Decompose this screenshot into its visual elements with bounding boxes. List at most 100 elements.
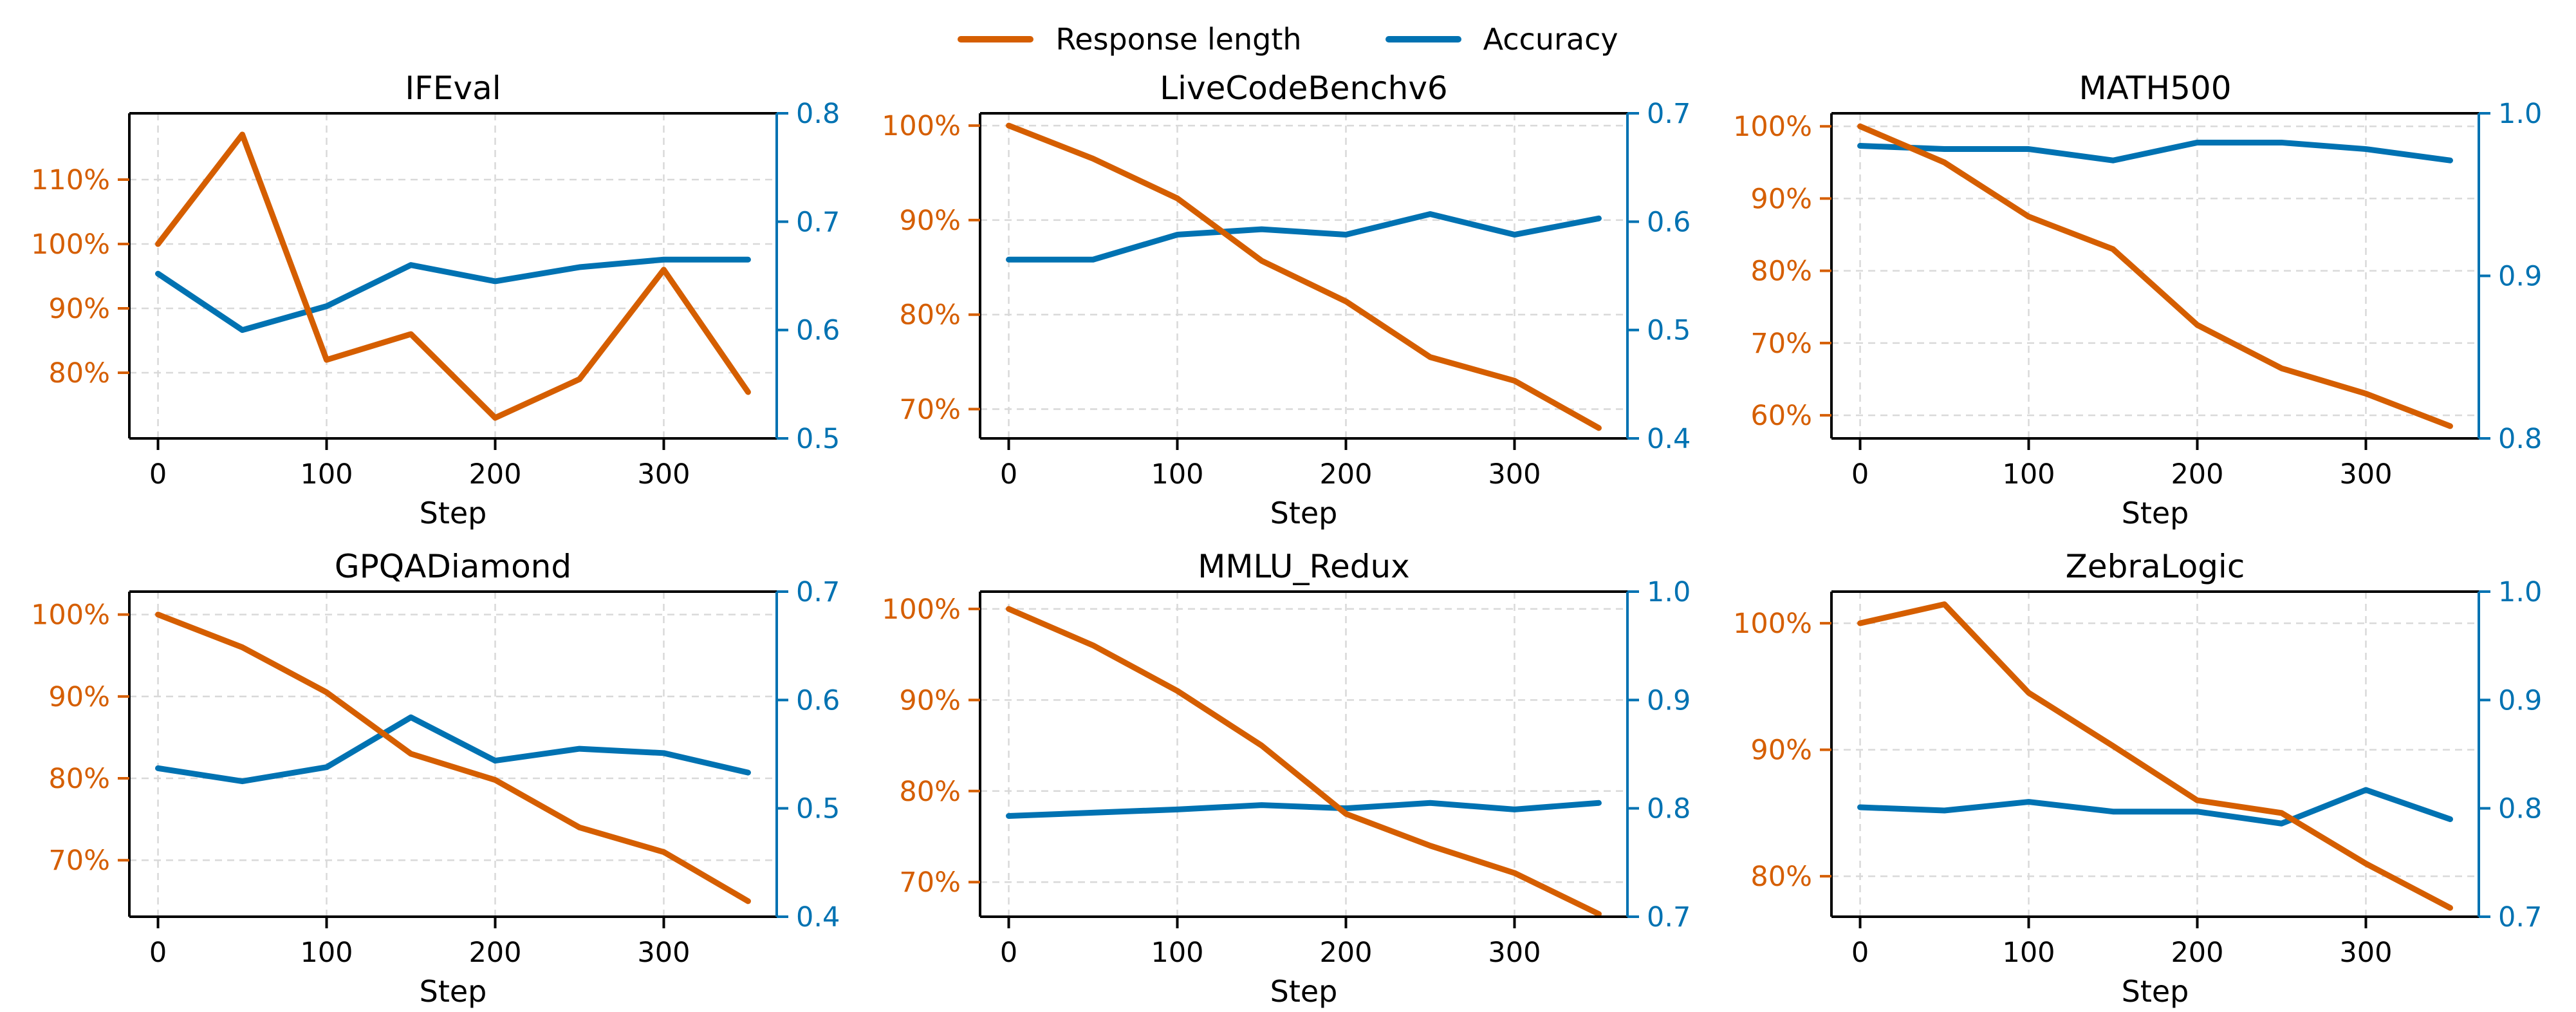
x-tick-label: 100 [301,937,353,969]
left-tick-label: 80% [49,357,111,389]
right-tick-label: 0.5 [796,793,840,825]
gridlines [1831,113,2479,438]
right-axis-ticks: 0.8 0.9 1.0 [2478,98,2542,455]
left-tick-label: 70% [1750,328,1812,360]
right-tick-label: 1.0 [1647,576,1691,608]
right-tick-label: 0.9 [2498,684,2542,717]
left-tick-label: 100% [31,599,110,632]
right-axis-ticks: 0.5 0.6 0.7 0.8 [777,98,840,455]
right-tick-label: 0.5 [796,423,840,455]
accuracy-line [155,256,752,333]
right-tick-label: 0.7 [2498,901,2542,933]
x-axis-ticks: 0 100 200 300 [1000,917,1541,969]
response-length-line-icon [958,36,1034,42]
x-tick-label: 100 [2002,937,2055,969]
legend: Response length Accuracy [0,0,2576,62]
right-axis-ticks: 0.7 0.8 0.9 1.0 [1627,576,1691,933]
x-axis-ticks: 0 100 200 300 [1000,438,1541,491]
left-tick-label: 70% [49,845,111,877]
chart-title: MATH500 [2079,70,2231,107]
right-tick-label: 0.6 [796,684,840,717]
left-tick-label: 80% [1750,861,1812,893]
x-tick-label: 200 [469,937,522,969]
x-tick-label: 300 [2339,937,2392,969]
left-tick-label: 100% [31,229,110,261]
left-tick-label: 90% [49,293,111,325]
chart-title: MMLU_Redux [1198,548,1411,585]
left-axis-ticks: 80% 90% 100% [1733,608,1831,893]
x-tick-label: 200 [1320,458,1373,491]
left-tick-label: 90% [1750,735,1812,767]
chart-svg-gpqadiamond: 70% 80% 90% 100% 0.4 0.5 0.6 0.7 0 100 200 300 Step G… [31,548,840,1009]
axes-spines [128,590,779,918]
accuracy-line-icon [1385,36,1461,42]
right-tick-label: 0.6 [796,315,840,347]
right-tick-label: 0.8 [796,98,840,130]
gridlines [980,113,1628,438]
left-tick-label: 100% [1733,111,1812,143]
right-tick-label: 0.7 [1647,901,1691,933]
left-tick-label: 80% [900,299,961,332]
chart-svg-livecodebenchv6: 70% 80% 90% 100% 0.4 0.5 0.6 0.7 0 100 200 300 Step L… [882,70,1691,530]
left-tick-label: 80% [49,763,111,795]
right-tick-label: 1.0 [2498,98,2542,130]
left-axis-ticks: 80% 90% 100% 110% [31,164,130,389]
x-tick-label: 0 [149,937,167,969]
left-axis-ticks: 70% 80% 90% 100% [31,599,130,877]
axes-spines [128,112,779,440]
left-tick-label: 60% [1750,400,1812,432]
chart-gpqadiamond: 70% 80% 90% 100% 0.4 0.5 0.6 0.7 0 100 200 300 Step G… [12,545,862,1012]
right-tick-label: 0.6 [1647,206,1691,238]
left-tick-label: 110% [31,164,110,196]
chart-svg-math500: 60% 70% 80% 90% 100% 0.8 0.9 1.0 0 100 200 300 Step M… [1733,70,2542,530]
axes-spines [1830,112,2480,440]
chart-math500: 60% 70% 80% 90% 100% 0.8 0.9 1.0 0 100 200 300 Step M… [1714,67,2564,534]
chart-ifeval: 80% 90% 100% 110% 0.5 0.6 0.7 0.8 0 100 200 300 Step… [12,67,862,534]
response-length-line [1006,606,1602,917]
left-tick-label: 90% [1750,183,1812,215]
axes-spines [1830,590,2480,918]
x-tick-label: 100 [1151,458,1204,491]
x-tick-label: 300 [1488,937,1541,969]
left-axis-ticks: 60% 70% 80% 90% 100% [1733,111,1831,432]
x-tick-label: 200 [2171,458,2223,491]
x-tick-label: 300 [638,937,690,969]
legend-label-response-length: Response length [1055,22,1302,57]
right-tick-label: 0.8 [2498,423,2542,455]
chart-zebralogic: 80% 90% 100% 0.7 0.8 0.9 1.0 0 100 200 300 Step Zebr… [1714,545,2564,1012]
right-tick-label: 1.0 [2498,576,2542,608]
x-axis-ticks: 0 100 200 300 [149,917,690,969]
x-axis-ticks: 0 100 200 300 [1851,438,2392,491]
x-axis-label: Step [2121,974,2189,1009]
right-axis-ticks: 0.4 0.5 0.6 0.7 [1627,98,1691,455]
right-axis-ticks: 0.4 0.5 0.6 0.7 [777,576,840,933]
x-tick-label: 0 [1851,458,1869,491]
right-tick-label: 0.5 [1647,315,1691,347]
axes-spines [979,590,1629,918]
x-axis-ticks: 0 100 200 300 [1851,917,2392,969]
chart-title: GPQADiamond [335,548,571,585]
x-tick-label: 300 [2339,458,2392,491]
chart-livecodebenchv6: 70% 80% 90% 100% 0.4 0.5 0.6 0.7 0 100 200 300 Step L… [862,67,1713,534]
accuracy-line [1857,139,2453,164]
accuracy-line [1006,800,1602,819]
right-tick-label: 0.9 [2498,261,2542,293]
left-axis-ticks: 70% 80% 90% 100% [882,110,981,426]
right-tick-label: 0.4 [796,901,840,933]
response-length-line [155,612,752,904]
left-tick-label: 90% [900,684,961,717]
x-tick-label: 100 [1151,937,1204,969]
x-axis-label: Step [420,974,487,1009]
left-tick-label: 80% [900,776,961,808]
left-tick-label: 90% [900,205,961,237]
x-tick-label: 0 [1000,458,1017,491]
response-length-line [155,131,752,421]
left-tick-label: 100% [882,594,961,626]
chart-svg-ifeval: 80% 90% 100% 110% 0.5 0.6 0.7 0.8 0 100 200 300 Step… [31,70,840,530]
accuracy-line [1006,211,1602,263]
legend-item-response-length: Response length [958,22,1302,57]
x-axis-label: Step [1270,496,1338,530]
chart-title: LiveCodeBenchv6 [1160,70,1448,107]
left-tick-label: 90% [49,681,111,713]
left-tick-label: 70% [900,867,961,899]
